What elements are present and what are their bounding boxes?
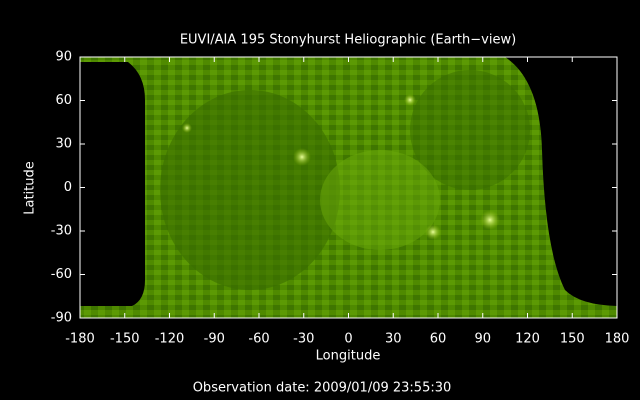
x-tick-label: 180 bbox=[605, 332, 630, 347]
y-tick-label: -90 bbox=[51, 311, 72, 326]
x-tick-label: 90 bbox=[474, 332, 491, 347]
x-axis-label: Longitude bbox=[316, 349, 381, 364]
x-tick-label: 150 bbox=[560, 332, 585, 347]
y-tick-label: 30 bbox=[55, 137, 72, 152]
chart-title: EUVI/AIA 195 Stonyhurst Heliographic (Ea… bbox=[180, 33, 516, 48]
y-axis-label: Latitude bbox=[23, 161, 38, 215]
x-tick-label: -60 bbox=[248, 332, 269, 347]
x-tick-label: 60 bbox=[430, 332, 447, 347]
x-tick-label: 30 bbox=[385, 332, 402, 347]
x-tick-label: -30 bbox=[293, 332, 314, 347]
y-tick-label: 0 bbox=[64, 180, 72, 195]
x-tick-label: 120 bbox=[515, 332, 540, 347]
x-tick-label: 0 bbox=[344, 332, 352, 347]
y-tick-label: 90 bbox=[55, 50, 72, 65]
y-tick-label: -60 bbox=[51, 267, 72, 282]
x-tick-label: -90 bbox=[204, 332, 225, 347]
x-tick-label: -150 bbox=[110, 332, 140, 347]
map-image bbox=[80, 57, 617, 318]
y-tick-label: 60 bbox=[55, 93, 72, 108]
y-tick-label: -30 bbox=[51, 224, 72, 239]
x-tick-label: -180 bbox=[65, 332, 95, 347]
x-tick-label: -120 bbox=[155, 332, 185, 347]
annotation: Observation date: 2009/01/09 23:55:30 bbox=[193, 381, 452, 396]
